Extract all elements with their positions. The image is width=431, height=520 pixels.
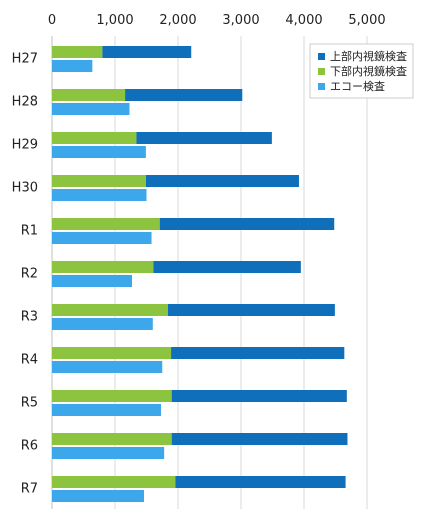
legend-box [309, 43, 414, 99]
legend-label: 下部内視鏡検査 [330, 64, 407, 78]
bar-lower-endoscopy [52, 304, 168, 316]
legend-swatch [318, 68, 325, 75]
category-label: R5 [21, 396, 38, 411]
category-label: R7 [21, 482, 38, 497]
bar-echo [52, 361, 163, 373]
category-label: R4 [21, 353, 38, 368]
bar-lower-endoscopy [52, 476, 176, 488]
x-tick-label: 5,000 [348, 13, 385, 28]
bar-echo [52, 146, 146, 158]
bar-echo [52, 447, 165, 459]
category-label: H29 [12, 138, 38, 153]
bar-lower-endoscopy [52, 46, 103, 58]
x-tick-label: 1,000 [96, 13, 133, 28]
legend-label: 上部内視鏡検査 [330, 49, 407, 63]
bar-lower-endoscopy [52, 390, 172, 402]
category-label: R1 [21, 224, 38, 239]
category-label: H28 [12, 95, 38, 110]
bar-lower-endoscopy [52, 433, 172, 445]
category-label: H27 [12, 52, 38, 67]
bar-upper-endoscopy [171, 390, 347, 402]
bar-upper-endoscopy [171, 347, 345, 359]
bar-echo [52, 189, 147, 201]
category-label: R3 [21, 310, 38, 325]
bar-upper-endoscopy [125, 89, 243, 101]
bar-lower-endoscopy [52, 132, 137, 144]
bar-upper-endoscopy [102, 46, 192, 58]
bar-upper-endoscopy [175, 476, 346, 488]
bar-upper-endoscopy [159, 218, 335, 230]
bar-echo [52, 404, 161, 416]
bar-lower-endoscopy [52, 261, 154, 273]
bar-echo [52, 60, 93, 72]
legend-swatch [318, 83, 325, 90]
bar-lower-endoscopy [52, 175, 146, 187]
bar-upper-endoscopy [145, 175, 299, 187]
x-tick-label: 2,000 [159, 13, 196, 28]
bar-upper-endoscopy [153, 261, 301, 273]
category-label: H30 [12, 181, 38, 196]
x-tick-label: 4,000 [285, 13, 322, 28]
category-label: R2 [21, 267, 38, 282]
category-label: R6 [21, 439, 38, 454]
bar-upper-endoscopy [171, 433, 348, 445]
bar-layer [52, 46, 348, 502]
bar-upper-endoscopy [167, 304, 335, 316]
x-tick-label: 0 [48, 13, 56, 28]
label-layer: 0 1,000 2,000 3,000 4,000 5,000 H27 H28 H29 H30 R1… [12, 13, 386, 497]
x-tick-label: 3,000 [222, 13, 259, 28]
bar-echo [52, 232, 152, 244]
bar-echo [52, 275, 133, 287]
bar-lower-endoscopy [52, 218, 160, 230]
bar-echo [52, 318, 153, 330]
bar-upper-endoscopy [136, 132, 272, 144]
bar-echo [52, 103, 130, 115]
legend-label: エコー検査 [330, 79, 385, 93]
bar-lower-endoscopy [52, 89, 126, 101]
legend-swatch [318, 53, 325, 60]
bar-echo [52, 490, 144, 502]
bar-lower-endoscopy [52, 347, 172, 359]
